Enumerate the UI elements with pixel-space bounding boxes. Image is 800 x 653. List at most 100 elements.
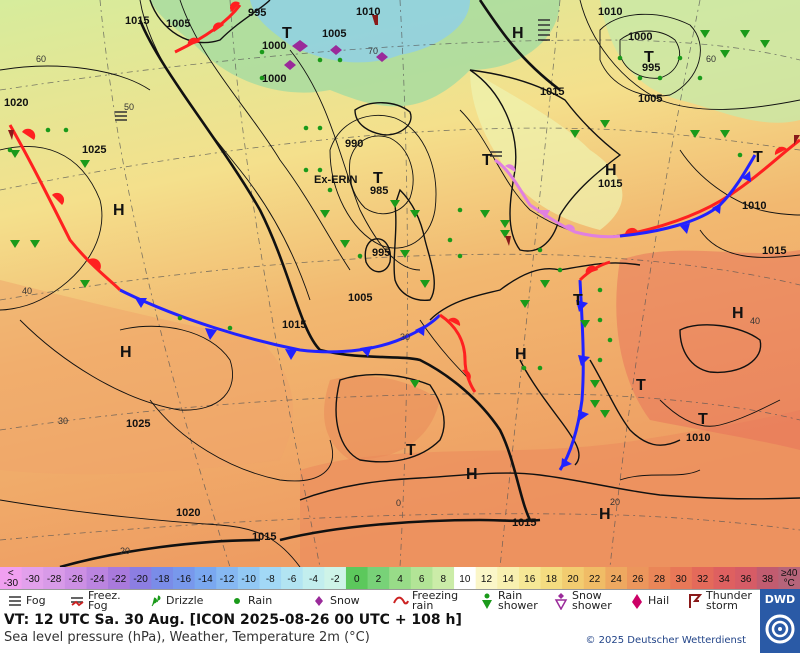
scale-cell — [691, 567, 715, 589]
valid-time: VT: 12 UTC Sa. 30 Aug. [ICON 2025-08-26 … — [4, 612, 462, 628]
scale-cell — [670, 567, 693, 589]
legend-item: Snow — [310, 592, 360, 610]
legend-label: Drizzle — [166, 594, 204, 607]
legend-label: Hail — [648, 594, 670, 607]
scale-cell — [540, 567, 563, 589]
scale-label: 26 — [632, 574, 644, 585]
grid-label-40-east: 40 — [750, 316, 760, 326]
scale-label: 36 — [740, 574, 752, 585]
scale-cell — [648, 567, 671, 589]
legend-label: Rain — [248, 594, 273, 607]
scale-cell — [259, 567, 282, 589]
low-center: T — [698, 411, 708, 428]
legend-item: Drizzle — [146, 592, 203, 610]
pressure-label: 995 — [642, 62, 660, 74]
scale-label: 16 — [524, 574, 536, 585]
grid-label-70: 70 — [368, 46, 378, 56]
weather-legend: Fog Freez. Fog Drizzle Rain Snow Freezing rai… — [0, 589, 760, 612]
scale-cell — [778, 567, 800, 589]
scale-cell — [21, 567, 44, 589]
pressure-label: 1000 — [262, 40, 286, 52]
hot-region-africa — [300, 410, 800, 567]
scale-label: -20 — [133, 574, 148, 585]
pressure-label: 1005 — [166, 18, 190, 30]
scale-cell — [497, 567, 520, 589]
pressure-label: 1000 — [628, 31, 652, 43]
pressure-label: 985 — [370, 185, 388, 197]
legend-item: Fog — [6, 592, 46, 610]
scale-cell — [324, 567, 347, 589]
chart-footer: VT: 12 UTC Sa. 30 Aug. [ICON 2025-08-26 … — [0, 611, 760, 653]
copyright: © 2025 Deutscher Wetterdienst — [585, 635, 746, 646]
scandinavia-coast — [469, 69, 622, 252]
thunderstorm-icon — [686, 592, 704, 610]
scale-label: °C — [784, 578, 795, 589]
scale-cell — [108, 567, 131, 589]
pressure-label: 1010 — [742, 200, 766, 212]
scale-label: 28 — [654, 574, 666, 585]
low-center: T — [482, 152, 492, 169]
scale-cell — [151, 567, 174, 589]
high-center: H — [466, 466, 478, 483]
legend-item: Rain shower — [478, 590, 538, 611]
scale-cell — [129, 567, 152, 589]
low-center: T — [406, 442, 416, 459]
scale-label: 34 — [719, 574, 731, 585]
pressure-label: 1015 — [512, 517, 536, 529]
pressure-label: 1015 — [762, 245, 786, 257]
pressure-label: 1005 — [348, 292, 372, 304]
scale-label: 30 — [676, 574, 688, 585]
scale-cell — [345, 567, 369, 589]
scale-cell — [43, 567, 66, 589]
scale-label: 8 — [440, 574, 446, 585]
pressure-label: 1015 — [540, 86, 564, 98]
italy-coast — [519, 359, 580, 466]
legend-item: Thunder storm — [686, 590, 752, 611]
pressure-label: 1010 — [356, 6, 380, 18]
scale-cell — [454, 567, 477, 589]
scale-label: 12 — [481, 574, 493, 585]
scale-label: 38 — [762, 574, 774, 585]
snow-symbols — [284, 40, 388, 70]
drizzle-icon — [146, 592, 164, 610]
high-center: H — [512, 25, 524, 42]
pressure-label: 1020 — [176, 507, 200, 519]
grid-label-20-south: 20 — [610, 497, 620, 507]
legend-label: Freez. Fog — [88, 589, 121, 612]
grid-label-0: 0 — [396, 498, 401, 508]
fog-symbols — [115, 19, 550, 157]
scale-cell — [237, 567, 260, 589]
scale-label: -4 — [309, 574, 318, 585]
grid-label-50: 50 — [124, 102, 134, 112]
scale-label: 2 — [376, 574, 382, 585]
storm-name-label: Ex-ERIN — [314, 174, 357, 186]
scale-label: -22 — [112, 574, 127, 585]
scale-label: 22 — [589, 574, 601, 585]
scale-label: 20 — [567, 574, 579, 585]
grid-label-60: 60 — [36, 54, 46, 64]
low-center: T — [373, 170, 383, 187]
scale-label: -6 — [287, 574, 296, 585]
high-center: H — [605, 162, 617, 179]
pressure-label: 1010 — [686, 432, 710, 444]
coastlines — [149, 0, 800, 501]
british-isles-coast — [393, 188, 435, 302]
parameter-description: Sea level pressure (hPa), Weather, Tempe… — [4, 630, 370, 645]
low-center: T — [636, 377, 646, 394]
scale-label: 32 — [697, 574, 709, 585]
pressure-label: 1005 — [322, 28, 346, 40]
legend-item: Hail — [628, 592, 669, 610]
grid-label-40: 40 — [22, 286, 32, 296]
scale-label: -14 — [198, 574, 213, 585]
legend-label: Snow — [330, 594, 360, 607]
scale-cell — [432, 567, 455, 589]
dwd-swirl-icon — [765, 614, 795, 644]
scale-cell — [605, 567, 628, 589]
warm-front-france — [439, 313, 477, 393]
pressure-label: 1025 — [82, 144, 106, 156]
scale-label: 0 — [354, 574, 360, 585]
legend-label: Freezing rain — [412, 589, 459, 612]
legend-label: Fog — [26, 594, 46, 607]
dwd-logo-text: DWD — [764, 593, 796, 606]
rain-shower-icon — [478, 592, 496, 610]
